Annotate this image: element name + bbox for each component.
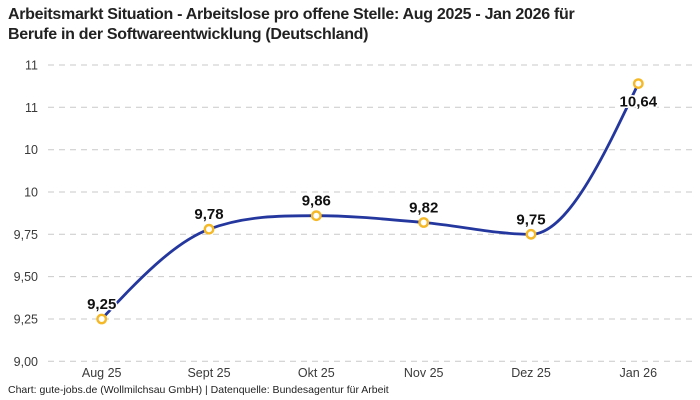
data-point-marker: [203, 223, 215, 235]
y-axis-tick-label: 11: [25, 59, 38, 73]
chart-title: Arbeitsmarkt Situation - Arbeitslose pro…: [8, 5, 668, 45]
data-point-value-label: 9,25: [87, 296, 116, 313]
y-axis-tick-label: 10: [24, 186, 38, 200]
chart-footer-credit: Chart: gute-jobs.de (Wollmilchsau GmbH) …: [8, 384, 389, 396]
x-axis-tick-label: Sept 25: [187, 366, 230, 380]
data-point-marker: [525, 228, 537, 240]
data-point-marker: [96, 313, 108, 325]
line-chart: 9,00 9,25 9,50 9,75 10 10 11 11 Aug 25 Sept 25 Okt…: [14, 59, 692, 380]
trend-line: [100, 82, 640, 321]
y-axis-tick-label: 9,50: [14, 270, 38, 284]
y-axis-tick-label: 10: [24, 143, 38, 157]
chart-title-line-1: Arbeitsmarkt Situation - Arbeitslose pro…: [8, 6, 575, 23]
y-axis-tick-label: 9,00: [14, 355, 38, 369]
data-point-value-label: 9,86: [302, 193, 331, 210]
y-axis-tick-label: 11: [25, 101, 38, 115]
x-axis-tick-label: Dez 25: [511, 366, 551, 380]
data-point-marker: [418, 217, 430, 228]
x-axis-tick-label: Aug 25: [82, 366, 122, 380]
data-point-value-label: 9,75: [516, 211, 545, 228]
data-point-value-label: 9,78: [194, 206, 223, 223]
x-axis-tick-label: Nov 25: [404, 366, 444, 380]
chart-title-line-2: Berufe in der Softwareentwicklung (Deuts…: [8, 26, 369, 43]
data-point-marker: [632, 78, 644, 90]
y-axis-tick-label: 9,75: [14, 228, 38, 242]
y-axis-tick-label: 9,25: [14, 313, 38, 327]
data-point-value-label: 9,82: [409, 200, 438, 217]
x-axis-tick-label: Jan 26: [620, 366, 658, 380]
data-point-marker: [310, 210, 322, 222]
data-point-value-label: 10,64: [620, 94, 658, 111]
x-axis-tick-label: Okt 25: [298, 366, 335, 380]
